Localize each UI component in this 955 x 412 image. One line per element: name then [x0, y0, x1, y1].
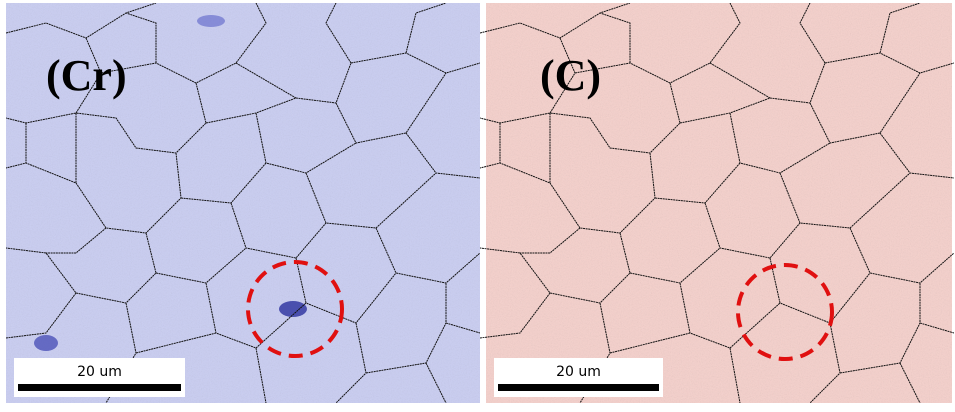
panel-label: (Cr)	[46, 51, 127, 100]
hotspot	[279, 301, 307, 317]
scale-bar: 20 um	[14, 358, 185, 397]
scale-text: 20 um	[556, 364, 601, 380]
highlight-circle	[246, 260, 344, 358]
map-noise	[6, 3, 480, 403]
highlight-circle	[736, 263, 834, 361]
scale-line	[498, 384, 659, 391]
scale-text: 20 um	[77, 364, 122, 380]
panel-cr	[6, 3, 480, 403]
hotspot	[197, 15, 225, 27]
scale-bar: 20 um	[494, 358, 663, 397]
panel-c	[480, 3, 954, 403]
hotspot	[34, 335, 58, 351]
panel-label: (C)	[540, 51, 601, 100]
scale-line	[18, 384, 181, 391]
